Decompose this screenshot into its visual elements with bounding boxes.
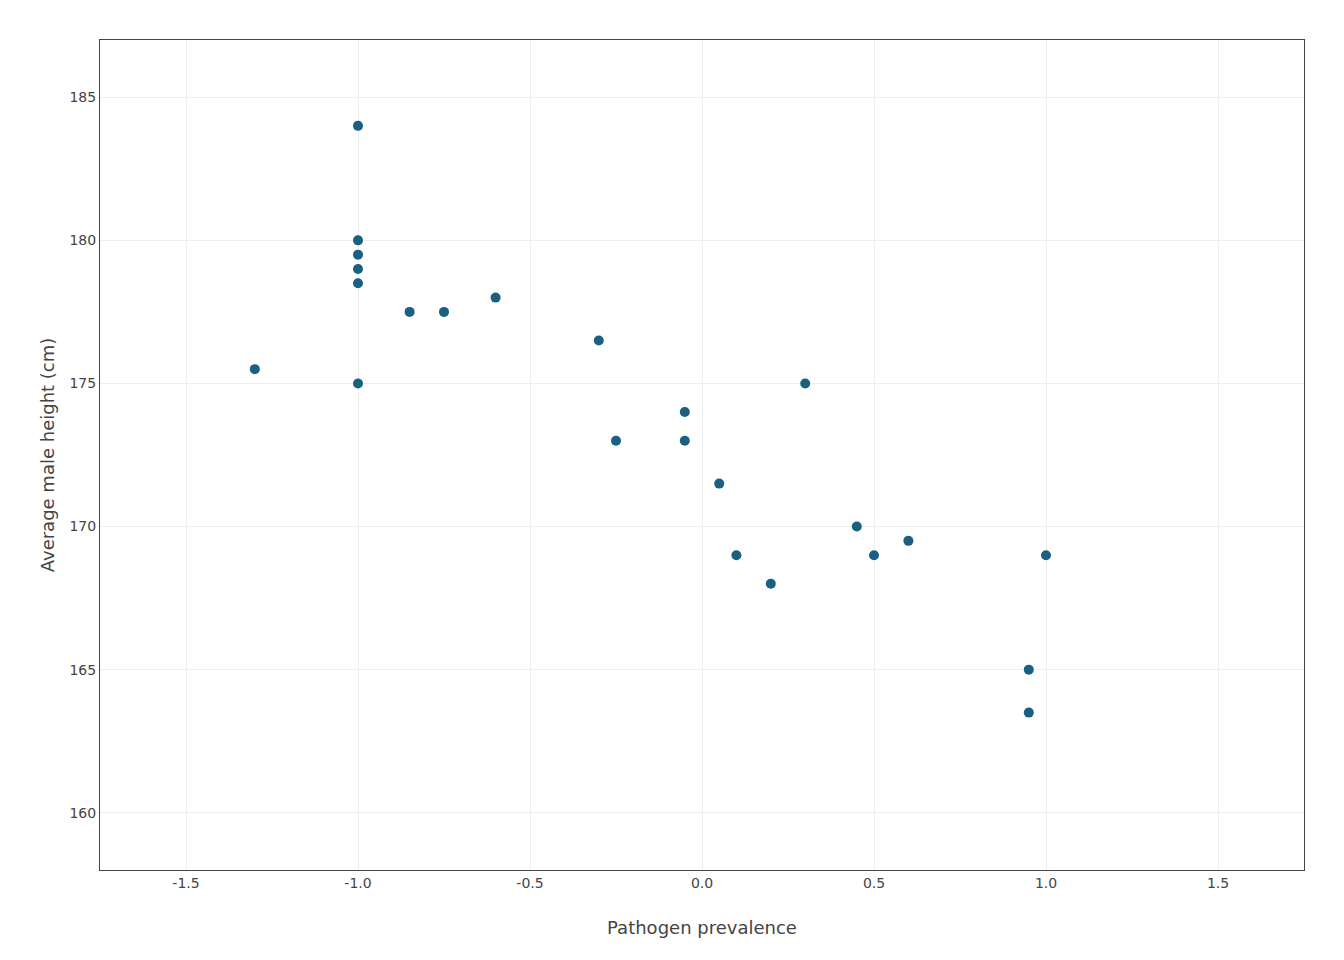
svg-text:0.5: 0.5 [863,875,885,891]
svg-text:-0.5: -0.5 [516,875,543,891]
svg-text:180: 180 [69,232,96,248]
svg-text:1.5: 1.5 [1207,875,1229,891]
svg-text:185: 185 [69,89,96,105]
svg-text:-1.0: -1.0 [344,875,371,891]
svg-text:-1.5: -1.5 [172,875,199,891]
svg-text:Average male height (cm): Average male height (cm) [37,338,58,573]
svg-text:170: 170 [69,518,96,534]
svg-text:Pathogen prevalence: Pathogen prevalence [607,917,797,938]
svg-text:165: 165 [69,662,96,678]
svg-text:1.0: 1.0 [1035,875,1057,891]
svg-text:175: 175 [69,375,96,391]
svg-text:0.0: 0.0 [691,875,713,891]
svg-text:160: 160 [69,805,96,821]
